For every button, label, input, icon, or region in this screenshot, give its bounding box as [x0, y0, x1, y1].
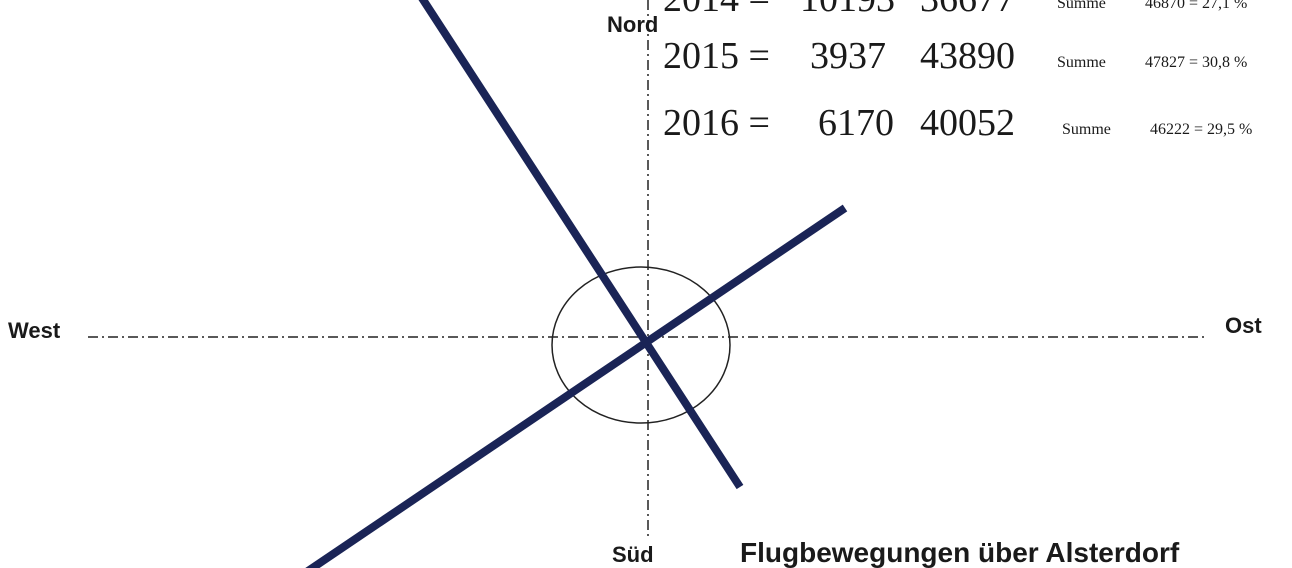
north-label: Nord: [607, 12, 658, 37]
value: 6170: [818, 102, 894, 144]
row: 2015 = 3937 43890 Summe 47827 = 30,8 %: [663, 35, 1247, 77]
west-label: West: [8, 318, 61, 343]
row: 2016 = 6170 40052 Summe 46222 = 29,5 %: [663, 102, 1252, 144]
runway-ne-sw: [305, 204, 848, 568]
total: 46222 = 29,5 %: [1150, 121, 1252, 138]
year: 2014 =: [663, 0, 770, 20]
south-label: Süd: [612, 542, 654, 567]
value: 3937: [810, 35, 886, 77]
total: 47827 = 30,8 %: [1145, 54, 1247, 71]
year: 2015 =: [663, 35, 770, 77]
sum-label: Summe: [1057, 54, 1106, 71]
title: Flugbewegungen über Alsterdorf: [740, 537, 1180, 568]
sum-label: Summe: [1062, 121, 1111, 138]
total: 46870 = 27,1 %: [1145, 0, 1247, 12]
sum-label: Summe: [1057, 0, 1106, 12]
circle: [551, 266, 731, 424]
east-label: Ost: [1225, 313, 1262, 338]
year: 2016 =: [663, 102, 770, 144]
row: 2014 = 10193 36677 Summe 46870 = 27,1 %: [663, 0, 1247, 20]
value: 40052: [920, 102, 1015, 144]
runway-nw-se: [418, 0, 744, 490]
value: 10193: [800, 0, 895, 20]
value: 43890: [920, 35, 1015, 77]
value: 36677: [920, 0, 1015, 20]
